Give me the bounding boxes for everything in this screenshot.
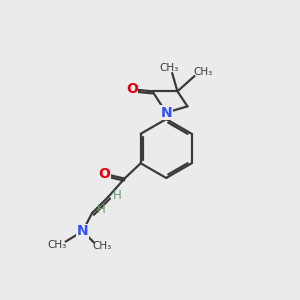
Text: H: H: [97, 203, 105, 216]
Text: O: O: [126, 82, 138, 96]
Text: O: O: [98, 167, 110, 181]
Text: N: N: [160, 106, 172, 120]
Text: N: N: [77, 224, 88, 238]
Text: CH₃: CH₃: [92, 241, 112, 251]
Text: CH₃: CH₃: [193, 67, 212, 77]
Text: CH₃: CH₃: [159, 63, 178, 74]
Text: CH₃: CH₃: [48, 240, 67, 250]
Text: H: H: [113, 189, 122, 202]
